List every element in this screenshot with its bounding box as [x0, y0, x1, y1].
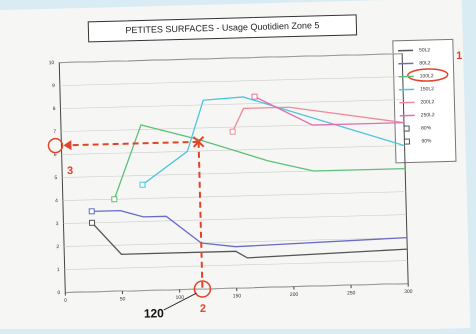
- series-start-marker: [89, 209, 94, 214]
- legend-label: 250L2: [421, 112, 435, 118]
- legend-label: 50L2: [419, 47, 430, 53]
- legend-label: 80%: [421, 125, 432, 131]
- y-tick-label: 1: [57, 267, 60, 273]
- page: PETITES SURFACES - Usage Quotidien Zone …: [0, 0, 476, 329]
- y-tick-label: 4: [55, 198, 58, 204]
- x-tick-label: 50: [120, 296, 126, 302]
- legend-label: 150L2: [420, 86, 434, 92]
- series-start-marker: [140, 182, 145, 187]
- legend-marker: [404, 126, 409, 131]
- annotation: 2: [200, 303, 206, 315]
- paper: PETITES SURFACES - Usage Quotidien Zone …: [0, 0, 470, 329]
- chart: PETITES SURFACES - Usage Quotidien Zone …: [0, 0, 476, 329]
- legend-label: 100L2: [420, 73, 434, 79]
- x-tick-label: 150: [233, 293, 242, 299]
- y-tick-label: 7: [53, 129, 56, 135]
- y-tick-label: 0: [57, 290, 60, 296]
- x-tick-label: 200: [290, 292, 299, 298]
- legend-marker: [404, 139, 409, 144]
- annotation: 120: [144, 306, 165, 321]
- y-tick-label: 10: [49, 60, 55, 66]
- annotation: 1: [456, 50, 462, 62]
- legend-label: 200L2: [420, 99, 434, 105]
- series-start-marker: [112, 197, 117, 202]
- y-tick-label: 5: [54, 175, 57, 181]
- x-tick-label: 250: [347, 290, 356, 296]
- y-tick-label: 8: [53, 106, 56, 112]
- x-tick-label: 300: [404, 289, 413, 295]
- y-tick-label: 9: [52, 83, 55, 89]
- y-tick-label: 2: [56, 244, 59, 250]
- x-tick-label: 0: [64, 298, 67, 304]
- series-start-marker: [89, 220, 94, 225]
- annotation: 3: [67, 165, 73, 177]
- legend-label: 90%: [421, 138, 432, 144]
- y-tick-label: 3: [56, 221, 59, 227]
- legend-label: 80L2: [419, 60, 430, 66]
- series-start-marker: [230, 129, 235, 134]
- series-start-marker: [252, 94, 257, 99]
